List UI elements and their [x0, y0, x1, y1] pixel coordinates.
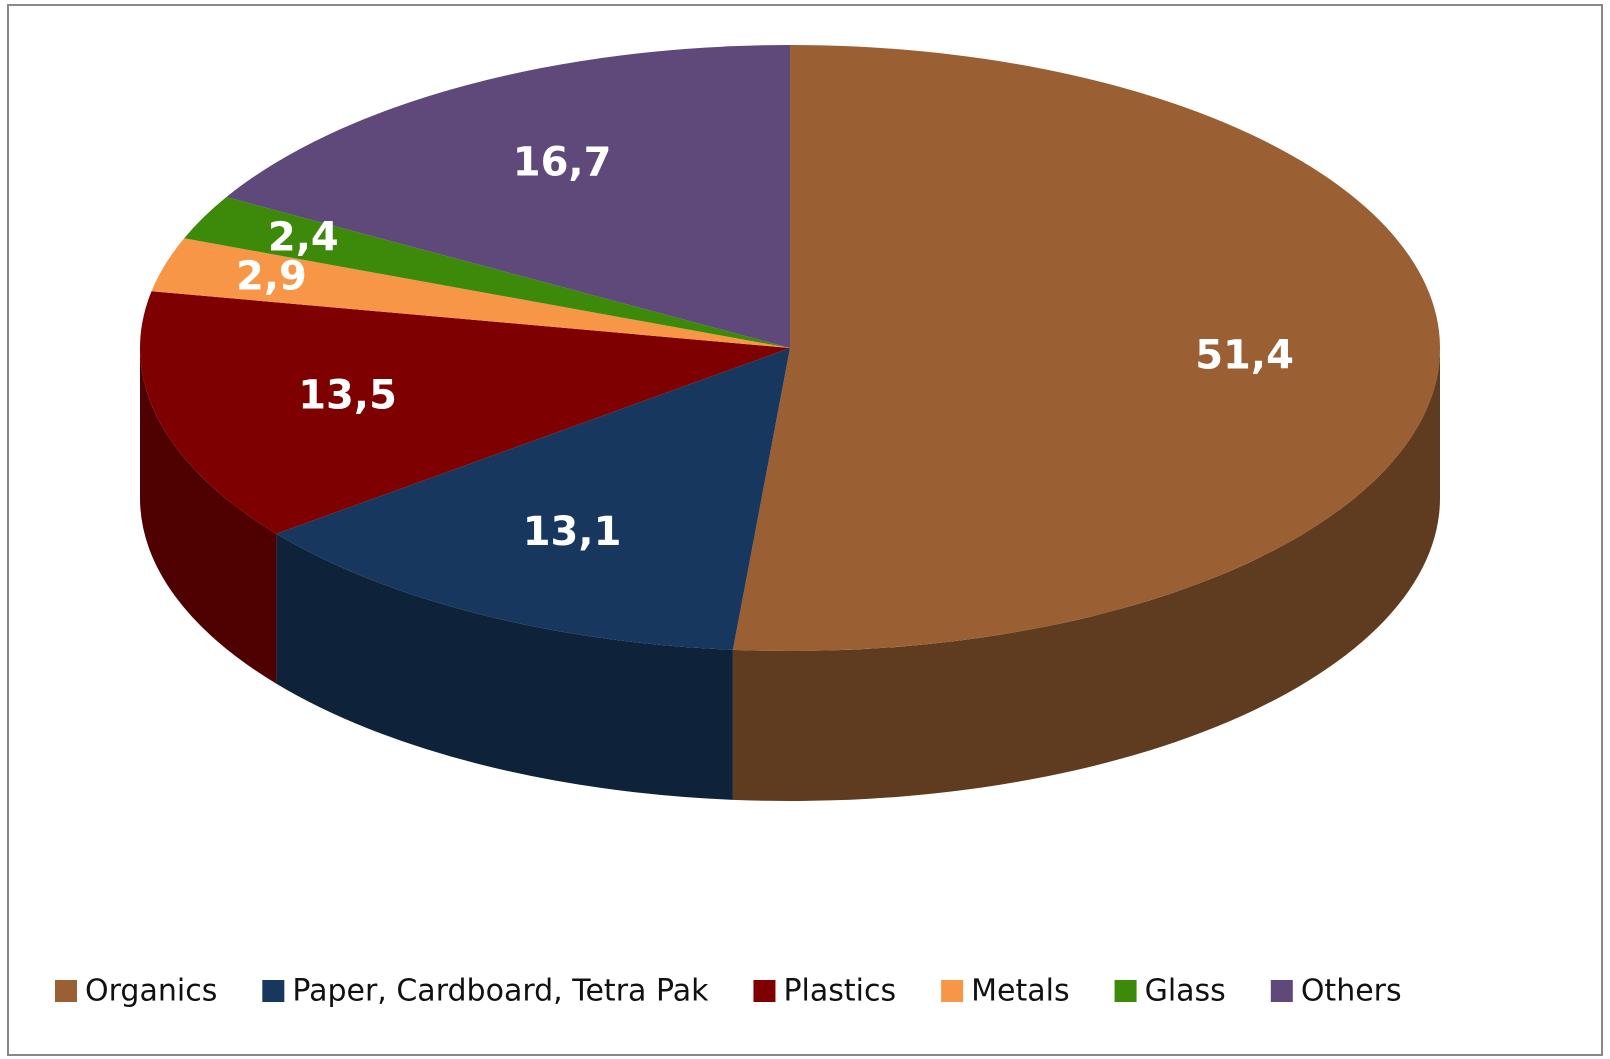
legend: Organics Paper, Cardboard, Tetra Pak Plast… [55, 974, 1402, 1009]
pie-sides [140, 348, 1441, 802]
value-label: 2,9 [236, 254, 307, 300]
value-label: 51,4 [1195, 332, 1294, 378]
slice [732, 45, 1440, 651]
legend-label: Paper, Cardboard, Tetra Pak [292, 974, 709, 1009]
slice [140, 291, 791, 534]
legend-label: Plastics [783, 974, 896, 1009]
slice [276, 348, 790, 650]
legend-label: Organics [85, 974, 217, 1009]
value-label: 16,7 [513, 139, 612, 185]
value-label: 2,4 [268, 214, 339, 260]
slice [226, 45, 790, 348]
legend-swatch [1114, 980, 1137, 1002]
pie-tops [140, 45, 1440, 651]
slice-side [140, 348, 277, 684]
value-label: 13,1 [523, 509, 622, 555]
legend-label: Others [1301, 974, 1402, 1009]
legend-label: Glass [1145, 974, 1226, 1009]
legend-swatch [753, 980, 776, 1002]
slice-side [276, 533, 733, 800]
slice [184, 197, 790, 348]
legend-swatch [1270, 980, 1293, 1002]
legend-swatch [941, 980, 964, 1002]
slice [151, 238, 790, 348]
value-label: 13,5 [298, 373, 397, 419]
legend-label: Metals [971, 974, 1069, 1009]
legend-swatch [55, 980, 77, 1002]
legend-swatch [262, 980, 285, 1002]
value-labels: 51,4 13,1 13,5 2,92,4 16,7 [236, 139, 1294, 555]
slice-side [732, 348, 1441, 802]
